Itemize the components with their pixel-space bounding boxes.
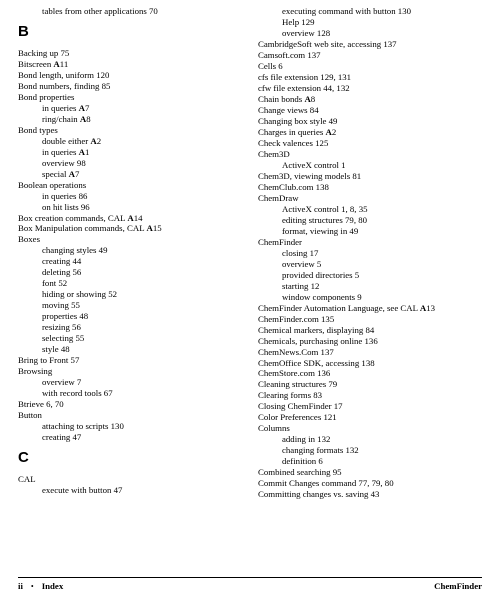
right-column: executing command with button 130Help 12… bbox=[258, 6, 482, 500]
index-entry: Combined searching 95 bbox=[258, 467, 482, 478]
index-entry: ChemDraw bbox=[258, 193, 482, 204]
index-entry: selecting 55 bbox=[18, 333, 242, 344]
index-entry: Boolean operations bbox=[18, 180, 242, 191]
index-entry: overview 98 bbox=[18, 158, 242, 169]
index-entry: Cleaning structures 79 bbox=[258, 379, 482, 390]
index-entry: ChemFinder bbox=[258, 237, 482, 248]
index-entry: in queries A1 bbox=[18, 147, 242, 158]
index-entry: ActiveX control 1, 8, 35 bbox=[258, 204, 482, 215]
index-entry: format, viewing in 49 bbox=[258, 226, 482, 237]
index-entry: overview 128 bbox=[258, 28, 482, 39]
index-entry: ChemClub.com 138 bbox=[258, 182, 482, 193]
index-entry: tables from other applications 70 bbox=[18, 6, 242, 17]
index-entry: closing 17 bbox=[258, 248, 482, 259]
index-entry: deleting 56 bbox=[18, 267, 242, 278]
index-entry: font 52 bbox=[18, 278, 242, 289]
index-entry: ChemFinder Automation Language, see CAL … bbox=[258, 303, 482, 314]
footer-bullet: • bbox=[31, 582, 34, 592]
index-entry: on hit lists 96 bbox=[18, 202, 242, 213]
index-entry: hiding or showing 52 bbox=[18, 289, 242, 300]
page-footer: ii • Index ChemFinder bbox=[18, 577, 482, 592]
index-entry: attaching to scripts 130 bbox=[18, 421, 242, 432]
index-entry: in queries 86 bbox=[18, 191, 242, 202]
index-entry: Change views 84 bbox=[258, 105, 482, 116]
index-entry: Chem3D bbox=[258, 149, 482, 160]
index-entry: Box creation commands, CAL A14 bbox=[18, 213, 242, 224]
index-entry: double either A2 bbox=[18, 136, 242, 147]
section-letter: B bbox=[18, 23, 242, 42]
index-entry: ChemStore.com 136 bbox=[258, 368, 482, 379]
index-entry: Btrieve 6, 70 bbox=[18, 399, 242, 410]
index-entry: overview 7 bbox=[18, 377, 242, 388]
index-entry: overview 5 bbox=[258, 259, 482, 270]
index-entry: Chem3D, viewing models 81 bbox=[258, 171, 482, 182]
index-entry: style 48 bbox=[18, 344, 242, 355]
index-entry: Camsoft.com 137 bbox=[258, 50, 482, 61]
index-entry: Chemical markers, displaying 84 bbox=[258, 325, 482, 336]
index-entry: editing structures 79, 80 bbox=[258, 215, 482, 226]
index-entry: Clearing forms 83 bbox=[258, 390, 482, 401]
index-entry: CambridgeSoft web site, accessing 137 bbox=[258, 39, 482, 50]
index-entry: creating 44 bbox=[18, 256, 242, 267]
index-entry: Bond numbers, finding 85 bbox=[18, 81, 242, 92]
index-entry: Committing changes vs. saving 43 bbox=[258, 489, 482, 500]
index-entry: CAL bbox=[18, 474, 242, 485]
index-entry: changing formats 132 bbox=[258, 445, 482, 456]
footer-section: Index bbox=[42, 581, 64, 592]
index-entry: Bring to Front 57 bbox=[18, 355, 242, 366]
index-entry: in queries A7 bbox=[18, 103, 242, 114]
footer-page: ii bbox=[18, 581, 23, 592]
index-entry: Bond types bbox=[18, 125, 242, 136]
index-entry: Changing box style 49 bbox=[258, 116, 482, 127]
index-entry: Color Preferences 121 bbox=[258, 412, 482, 423]
index-entry: with record tools 67 bbox=[18, 388, 242, 399]
index-entry: ActiveX control 1 bbox=[258, 160, 482, 171]
index-entry: Button bbox=[18, 410, 242, 421]
index-entry: Charges in queries A2 bbox=[258, 127, 482, 138]
left-column: tables from other applications 70 B Backin… bbox=[18, 6, 242, 500]
index-entry: Bitscreen A11 bbox=[18, 59, 242, 70]
index-entry: cfs file extension 129, 131 bbox=[258, 72, 482, 83]
index-entry: special A7 bbox=[18, 169, 242, 180]
index-entry: changing styles 49 bbox=[18, 245, 242, 256]
index-entry: Box Manipulation commands, CAL A15 bbox=[18, 223, 242, 234]
index-entry: execute with button 47 bbox=[18, 485, 242, 496]
index-entry: Closing ChemFinder 17 bbox=[258, 401, 482, 412]
index-entry: definition 6 bbox=[258, 456, 482, 467]
index-entry: Chemicals, purchasing online 136 bbox=[258, 336, 482, 347]
index-entry: Bond properties bbox=[18, 92, 242, 103]
footer-product: ChemFinder bbox=[434, 581, 482, 592]
index-entry: resizing 56 bbox=[18, 322, 242, 333]
index-entry: provided directories 5 bbox=[258, 270, 482, 281]
index-entry: Backing up 75 bbox=[18, 48, 242, 59]
index-entry: window components 9 bbox=[258, 292, 482, 303]
index-entry: Columns bbox=[258, 423, 482, 434]
index-entry: moving 55 bbox=[18, 300, 242, 311]
index-entry: creating 47 bbox=[18, 432, 242, 443]
index-entry: Chain bonds A8 bbox=[258, 94, 482, 105]
index-entry: Boxes bbox=[18, 234, 242, 245]
index-entry: Commit Changes command 77, 79, 80 bbox=[258, 478, 482, 489]
index-entry: Help 129 bbox=[258, 17, 482, 28]
index-entry: Cells 6 bbox=[258, 61, 482, 72]
index-entry: Bond length, uniform 120 bbox=[18, 70, 242, 81]
index-entry: ChemNews.Com 137 bbox=[258, 347, 482, 358]
index-entry: Browsing bbox=[18, 366, 242, 377]
index-entry: executing command with button 130 bbox=[258, 6, 482, 17]
index-entry: cfw file extension 44, 132 bbox=[258, 83, 482, 94]
index-entry: properties 48 bbox=[18, 311, 242, 322]
index-entry: Check valences 125 bbox=[258, 138, 482, 149]
index-entry: adding in 132 bbox=[258, 434, 482, 445]
index-entry: ChemFinder.com 135 bbox=[258, 314, 482, 325]
index-entry: ring/chain A8 bbox=[18, 114, 242, 125]
index-entry: starting 12 bbox=[258, 281, 482, 292]
section-letter: C bbox=[18, 449, 242, 468]
index-entry: ChemOffice SDK, accessing 138 bbox=[258, 358, 482, 369]
